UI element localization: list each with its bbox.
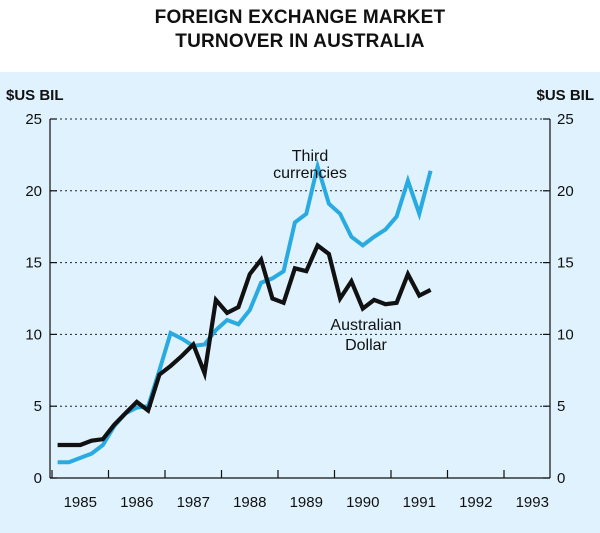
series-line-australian-dollar: [57, 242, 432, 448]
y-tick-label-left: 5: [34, 398, 42, 415]
y-tick-label-right: 0: [557, 470, 565, 487]
x-tick-label-1989: 1989: [290, 494, 323, 511]
x-tick-label-1987: 1987: [177, 494, 210, 511]
y-tick-label-left: 25: [25, 111, 42, 128]
chart-title: FOREIGN EXCHANGE MARKET TURNOVER IN AUST…: [0, 6, 600, 54]
series-label-third-line-1: Third: [292, 148, 328, 165]
y-tick-label-right: 5: [557, 398, 565, 415]
chart-background: [0, 72, 600, 533]
x-tick-label-1990: 1990: [346, 494, 379, 511]
chart-title-line-2: TURNOVER IN AUSTRALIA: [175, 31, 425, 52]
y-tick-label-right: 20: [557, 183, 574, 200]
x-tick-label-1988: 1988: [233, 494, 266, 511]
y-tick-label-right: 15: [557, 255, 574, 272]
y-tick-label-left: 0: [34, 470, 42, 487]
y-tick-label-right: 25: [557, 111, 574, 128]
x-tick-label-1986: 1986: [120, 494, 153, 511]
y-tick-label-left: 10: [25, 326, 42, 343]
y-tick-label-left: 20: [25, 183, 42, 200]
series-label-aud-line-2: Dollar: [345, 337, 387, 354]
x-tick-label-1993: 1993: [516, 494, 549, 511]
y-axis-label-right: $US BIL: [536, 87, 594, 104]
chart-title-line-1: FOREIGN EXCHANGE MARKET: [154, 7, 446, 28]
y-tick-label-left: 15: [25, 255, 42, 272]
series-label-third-line-2: currencies: [273, 165, 347, 182]
x-tick-label-1991: 1991: [403, 494, 436, 511]
y-axis-label-left: $US BIL: [6, 87, 64, 104]
x-tick-label-1992: 1992: [459, 494, 492, 511]
x-tick-label-1985: 1985: [64, 494, 97, 511]
series-label-aud-line-1: Australian: [330, 317, 401, 334]
y-tick-label-right: 10: [557, 326, 574, 343]
